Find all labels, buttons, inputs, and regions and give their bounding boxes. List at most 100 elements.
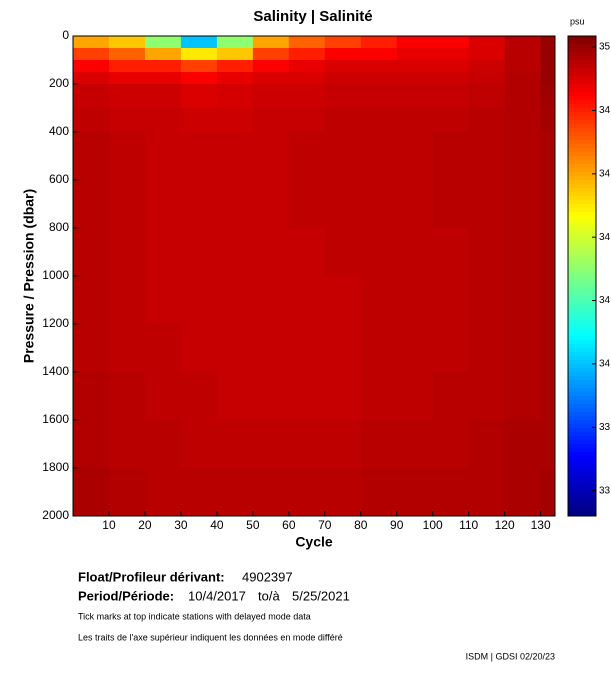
colorbar-step bbox=[568, 316, 596, 321]
colorbar-step bbox=[568, 480, 596, 485]
heat-cell bbox=[432, 48, 470, 61]
float-label: Float/Profileur dérivant: bbox=[78, 569, 225, 584]
heat-cell bbox=[144, 108, 182, 133]
colorbar-step bbox=[568, 40, 596, 45]
heat-cell bbox=[324, 60, 362, 73]
heat-cell bbox=[252, 108, 290, 133]
chart-title: Salinity | Salinité bbox=[253, 8, 372, 25]
heat-cell bbox=[216, 132, 254, 181]
heat-cell bbox=[504, 228, 542, 277]
colorbar-step bbox=[568, 140, 596, 145]
heat-cell bbox=[468, 84, 506, 109]
colorbar-tick-label: 34.6 bbox=[599, 168, 611, 179]
heat-cell bbox=[288, 276, 326, 325]
heat-cell bbox=[504, 108, 542, 133]
heat-cell bbox=[144, 372, 182, 421]
colorbar-step bbox=[568, 156, 596, 161]
colorbar-step bbox=[568, 288, 596, 293]
colorbar-step bbox=[568, 208, 596, 213]
heat-cell bbox=[504, 468, 542, 517]
heat-cell bbox=[73, 36, 110, 49]
colorbar-tick-label: 34.2 bbox=[599, 295, 611, 306]
colorbar-step bbox=[568, 296, 596, 301]
colorbar-step bbox=[568, 484, 596, 489]
colorbar-frame bbox=[567, 35, 597, 517]
heat-cell bbox=[360, 276, 398, 325]
colorbar-step bbox=[568, 204, 596, 209]
heat-cell bbox=[144, 48, 182, 61]
x-tick-label: 10 bbox=[102, 518, 116, 532]
colorbar-step bbox=[568, 476, 596, 481]
colorbar-step bbox=[568, 416, 596, 421]
heat-cell bbox=[252, 372, 290, 421]
heat-cell bbox=[360, 60, 398, 73]
heat-cell bbox=[396, 108, 434, 133]
colorbar-step bbox=[568, 412, 596, 417]
colorbar-step bbox=[568, 172, 596, 177]
heat-cell bbox=[73, 324, 110, 373]
heat-cell bbox=[216, 276, 254, 325]
heat-cell bbox=[396, 276, 434, 325]
heat-cell bbox=[504, 420, 542, 469]
heat-cell bbox=[432, 60, 470, 73]
heat-cell bbox=[432, 468, 470, 517]
heat-cell bbox=[324, 324, 362, 373]
colorbar-step bbox=[568, 432, 596, 437]
colorbar-step bbox=[568, 132, 596, 137]
heat-cell bbox=[396, 36, 434, 49]
y-tick-label: 2000 bbox=[42, 508, 69, 522]
colorbar-step bbox=[568, 488, 596, 493]
heat-cell bbox=[252, 36, 290, 49]
y-tick-label: 1400 bbox=[42, 364, 69, 378]
heat-cell bbox=[144, 84, 182, 109]
heat-cell bbox=[216, 60, 254, 73]
heat-cell bbox=[252, 48, 290, 61]
colorbar-step bbox=[568, 360, 596, 365]
heat-cell bbox=[432, 276, 470, 325]
heat-cell bbox=[504, 48, 542, 61]
note-fr: Les traits de l'axe supérieur indiquent … bbox=[78, 632, 343, 642]
heat-cell bbox=[468, 324, 506, 373]
heat-cell bbox=[216, 468, 254, 517]
colorbar-step bbox=[568, 336, 596, 341]
colorbar-step bbox=[568, 128, 596, 133]
heat-cell bbox=[324, 180, 362, 229]
heat-cell bbox=[468, 48, 506, 61]
colorbar-step bbox=[568, 160, 596, 165]
colorbar-step bbox=[568, 136, 596, 141]
float-id: 4902397 bbox=[242, 569, 293, 584]
colorbar-step bbox=[568, 228, 596, 233]
heat-cell bbox=[216, 180, 254, 229]
heat-cell bbox=[108, 276, 146, 325]
colorbar-step bbox=[568, 264, 596, 269]
colorbar-step bbox=[568, 76, 596, 81]
heat-cell bbox=[396, 468, 434, 517]
heat-cell bbox=[432, 132, 470, 181]
x-tick-label: 100 bbox=[423, 518, 443, 532]
colorbar-step bbox=[568, 188, 596, 193]
heat-cell bbox=[396, 132, 434, 181]
heat-cell bbox=[144, 420, 182, 469]
colorbar-step bbox=[568, 392, 596, 397]
heat-cell bbox=[180, 276, 218, 325]
colorbar-step bbox=[568, 436, 596, 441]
colorbar-step bbox=[568, 424, 596, 429]
heat-cell bbox=[324, 132, 362, 181]
heat-cell bbox=[360, 468, 398, 517]
heat-cell bbox=[108, 60, 146, 73]
colorbar-step bbox=[568, 112, 596, 117]
y-tick-label: 600 bbox=[49, 172, 69, 186]
y-tick-label: 400 bbox=[49, 124, 69, 138]
heat-cell bbox=[252, 468, 290, 517]
heat-cell bbox=[73, 108, 110, 133]
colorbar-step bbox=[568, 80, 596, 85]
heat-cell bbox=[180, 468, 218, 517]
heat-cell bbox=[540, 324, 556, 373]
period-end: 5/25/2021 bbox=[292, 588, 350, 603]
x-tick-label: 60 bbox=[282, 518, 296, 532]
heat-cell bbox=[504, 132, 542, 181]
heat-cell bbox=[288, 60, 326, 73]
heat-cell bbox=[108, 72, 146, 85]
colorbar-step bbox=[568, 48, 596, 53]
heat-cell bbox=[108, 180, 146, 229]
